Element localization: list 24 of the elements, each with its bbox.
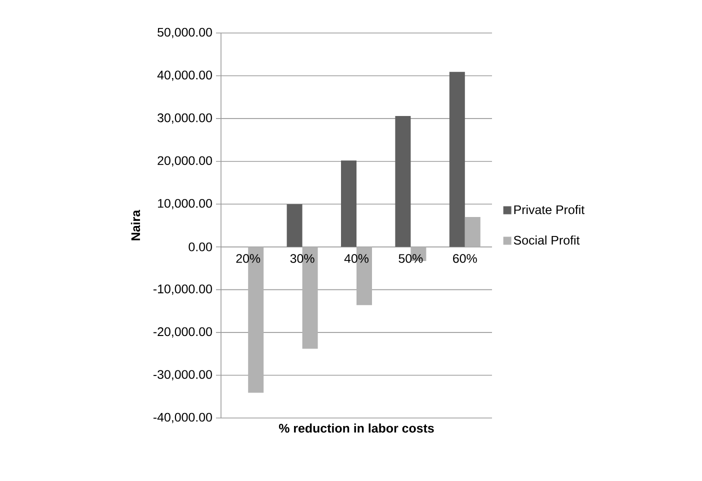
bar	[449, 72, 465, 247]
legend-label: Private Profit	[514, 204, 584, 214]
x-tick-label: 20%	[236, 254, 260, 263]
y-tick-label: 40,000.00	[157, 70, 212, 81]
y-tick-label: -20,000.00	[153, 327, 212, 338]
y-tick-label: -30,000.00	[153, 370, 212, 380]
y-tick-label: 20,000.00	[158, 156, 212, 166]
y-tick-label: 0.00	[188, 242, 212, 252]
y-tick-label: -10,000.00	[153, 284, 212, 295]
x-tick-label: 50%	[398, 254, 423, 263]
x-tick-label: 60%	[453, 254, 477, 263]
bar	[341, 160, 356, 247]
x-tick-label: 40%	[344, 254, 369, 263]
y-tick-label: 50,000.00	[158, 28, 212, 38]
y-tick-label: 30,000.00	[158, 113, 212, 124]
y-tick-label: -40,000.00	[153, 412, 212, 424]
legend-label: Social Profit	[514, 235, 580, 245]
x-axis-title: % reduction in labor costs	[278, 424, 434, 433]
y-axis-title: Naira	[130, 210, 140, 240]
bar	[395, 116, 411, 247]
y-tick-label: 10,000.00	[158, 198, 212, 210]
x-tick-label: 30%	[290, 254, 314, 263]
bar	[464, 216, 480, 247]
bar	[286, 204, 302, 247]
